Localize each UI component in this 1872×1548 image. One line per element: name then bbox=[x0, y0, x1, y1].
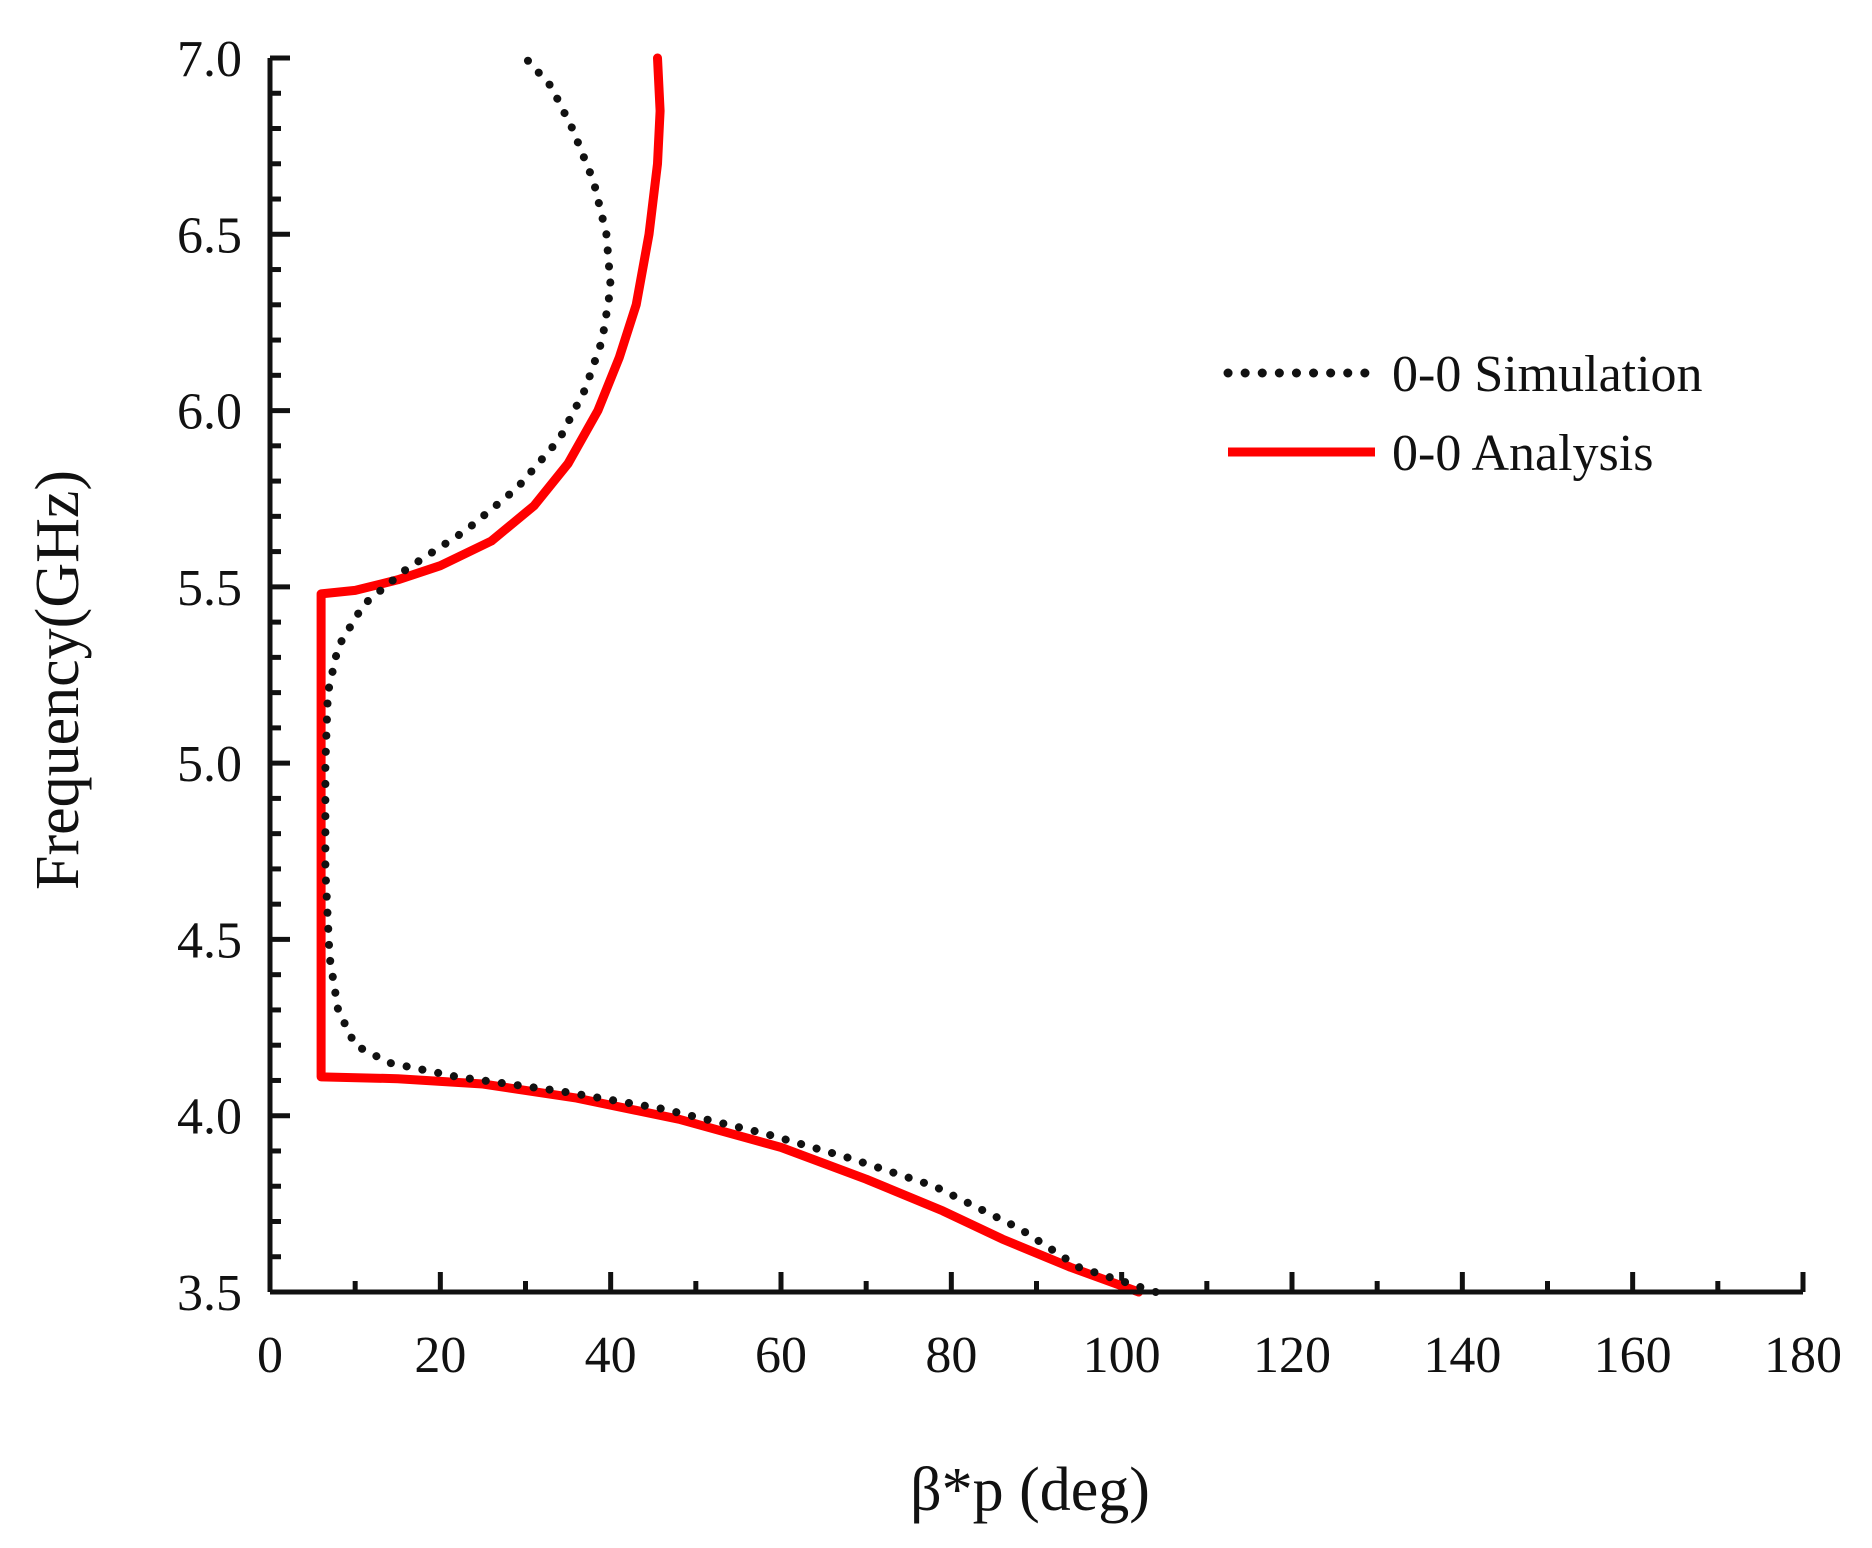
legend-label-simulation: 0-0 Simulation bbox=[1392, 346, 1703, 403]
y-tick-label: 5.0 bbox=[177, 736, 242, 793]
y-tick-label: 5.5 bbox=[177, 560, 242, 617]
x-axis-title: β*p (deg) bbox=[910, 1456, 1150, 1524]
x-tick-label: 20 bbox=[414, 1327, 466, 1384]
legend: 0-0 Simulation 0-0 Analysis bbox=[1223, 346, 1703, 482]
x-tick-label: 180 bbox=[1764, 1327, 1842, 1384]
x-tick-label: 40 bbox=[585, 1327, 637, 1384]
y-tick-label: 6.5 bbox=[177, 207, 242, 264]
y-tick-label: 6.0 bbox=[177, 384, 242, 441]
x-tick-label: 0 bbox=[257, 1327, 283, 1384]
x-tick-label: 160 bbox=[1594, 1327, 1672, 1384]
y-axis-ticks: 3.5 4.0 4.5 5.0 5.5 6.0 6.5 7.0 bbox=[177, 31, 290, 1322]
y-tick-label: 7.0 bbox=[177, 31, 242, 88]
x-axis-ticks: 0 20 40 60 80 100 120 140 160 180 bbox=[257, 1272, 1842, 1384]
y-axis-title: Frequency(GHz) bbox=[24, 470, 92, 890]
series-line-analysis bbox=[316, 53, 1144, 1297]
minor-ticks bbox=[270, 90, 1721, 1292]
x-tick-label: 80 bbox=[925, 1327, 977, 1384]
x-tick-label: 60 bbox=[755, 1327, 807, 1384]
legend-label-analysis: 0-0 Analysis bbox=[1392, 425, 1653, 482]
series-line-simulation bbox=[321, 54, 1160, 1296]
x-tick-label: 120 bbox=[1253, 1327, 1331, 1384]
y-tick-label: 4.0 bbox=[177, 1089, 242, 1146]
x-tick-label: 140 bbox=[1423, 1327, 1501, 1384]
x-tick-label: 100 bbox=[1083, 1327, 1161, 1384]
y-tick-label: 3.5 bbox=[177, 1265, 242, 1322]
y-tick-label: 4.5 bbox=[177, 912, 242, 969]
series-layer bbox=[316, 53, 1160, 1297]
